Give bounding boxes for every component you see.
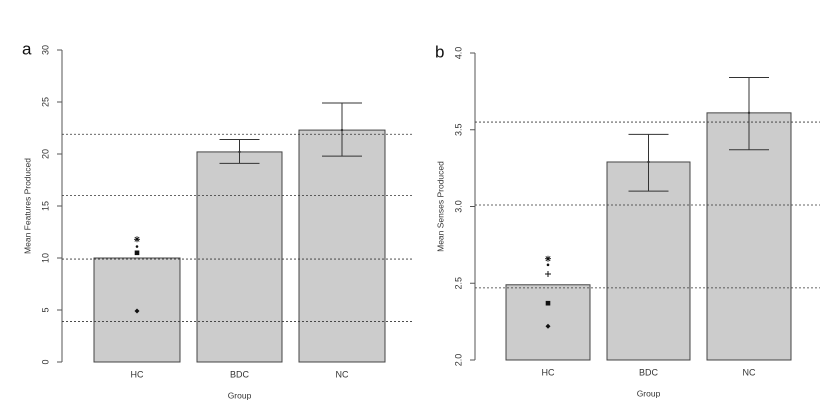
y-tick-label: 15 <box>40 201 50 211</box>
marker-diamond <box>545 323 551 329</box>
y-tick-label: 3.5 <box>453 123 463 136</box>
marker-asterisk <box>545 255 551 262</box>
x-axis-title: Group <box>637 388 661 398</box>
x-tick-label: BDC <box>230 369 250 379</box>
mean-dot <box>647 160 650 164</box>
y-tick-label: 30 <box>40 45 50 55</box>
bar <box>606 161 691 361</box>
x-axis-title: Group <box>228 390 252 400</box>
mean-dot <box>238 150 241 154</box>
y-tick-label: 10 <box>40 253 50 263</box>
y-axis-title: Mean Features Produced <box>22 158 32 254</box>
marker-plus <box>545 271 551 278</box>
y-tick-label: 0 <box>40 359 50 364</box>
bar <box>505 284 591 361</box>
panel-label: a <box>22 39 32 58</box>
bar <box>196 151 283 363</box>
y-tick-label: 3.0 <box>453 200 463 213</box>
x-tick-label: BDC <box>639 367 659 377</box>
x-tick-label: NC <box>743 367 756 377</box>
marker-dot <box>546 263 550 267</box>
y-tick-label: 25 <box>40 97 50 107</box>
y-tick-label: 2.5 <box>453 277 463 290</box>
y-tick-label: 4.0 <box>453 47 463 60</box>
x-tick-label: HC <box>542 367 555 377</box>
bar <box>706 112 792 361</box>
y-tick-label: 5 <box>40 307 50 312</box>
marker-square <box>545 300 551 306</box>
marker-asterisk <box>134 236 140 243</box>
mean-dot <box>747 111 751 115</box>
bar <box>298 129 386 363</box>
panel-label: b <box>435 42 444 61</box>
y-axis-title: Mean Senses Produced <box>435 161 445 252</box>
y-tick-label: 20 <box>40 149 50 159</box>
marker-dot <box>135 245 139 248</box>
x-tick-label: HC <box>131 369 144 379</box>
mean-dot <box>340 128 344 132</box>
x-tick-label: NC <box>336 369 349 379</box>
y-tick-label: 2.0 <box>453 354 463 367</box>
marker-square <box>134 250 140 256</box>
marker-diamond <box>134 308 140 314</box>
